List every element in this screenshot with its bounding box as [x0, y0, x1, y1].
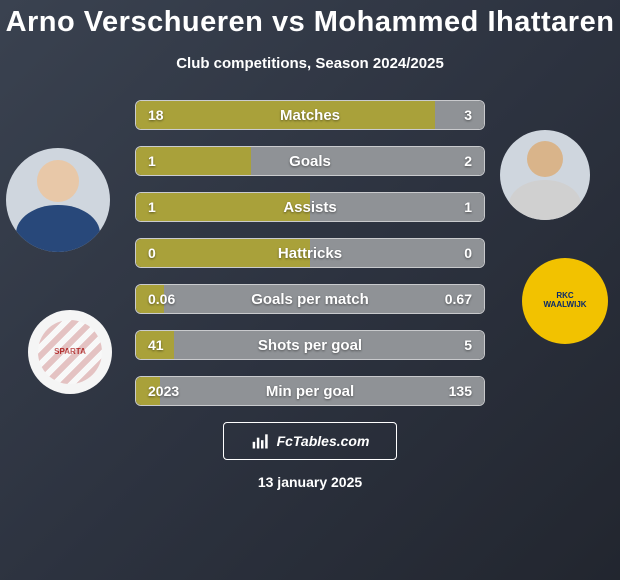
- stat-row: 183Matches: [135, 100, 485, 130]
- stat-fill-left: [136, 377, 160, 405]
- date-text: 13 january 2025: [0, 474, 620, 490]
- avatar-head: [527, 141, 563, 177]
- stat-row: 2023135Min per goal: [135, 376, 485, 406]
- stat-fill-right: [435, 101, 484, 129]
- subtitle: Club competitions, Season 2024/2025: [0, 55, 620, 72]
- brand-badge: FcTables.com: [223, 422, 397, 460]
- avatar-body: [16, 205, 99, 252]
- stat-fill-left: [136, 331, 174, 359]
- club-left-crest: SPARTA: [28, 310, 112, 394]
- crest-pattern: [38, 320, 102, 384]
- page-title: Arno Verschueren vs Mohammed Ihattaren: [0, 0, 620, 39]
- stat-fill-right: [310, 193, 484, 221]
- crest-label: RKCWAALWIJK: [543, 292, 586, 310]
- stat-fill-left: [136, 101, 435, 129]
- club-right-crest: RKCWAALWIJK: [522, 258, 608, 344]
- player-left-avatar: [6, 148, 110, 252]
- stat-fill-left: [136, 147, 251, 175]
- stat-row: 11Assists: [135, 192, 485, 222]
- player-right-avatar: [500, 130, 590, 220]
- stat-row: 0.060.67Goals per match: [135, 284, 485, 314]
- chart-icon: [251, 431, 271, 451]
- stat-bars: 183Matches 12Goals 11Assists 00Hattricks 0.0…: [135, 100, 485, 406]
- avatar-body: [509, 180, 581, 221]
- avatar-head: [37, 160, 79, 202]
- stat-fill-right: [164, 285, 484, 313]
- stat-fill-left: [136, 239, 310, 267]
- brand-text: FcTables.com: [277, 433, 370, 449]
- stat-row: 415Shots per goal: [135, 330, 485, 360]
- stat-fill-right: [174, 331, 484, 359]
- stat-fill-right: [310, 239, 484, 267]
- stat-fill-right: [160, 377, 484, 405]
- comparison-card: Arno Verschueren vs Mohammed Ihattaren C…: [0, 0, 620, 580]
- stat-row: 00Hattricks: [135, 238, 485, 268]
- stat-row: 12Goals: [135, 146, 485, 176]
- stat-fill-right: [251, 147, 484, 175]
- stat-fill-left: [136, 193, 310, 221]
- stat-fill-left: [136, 285, 164, 313]
